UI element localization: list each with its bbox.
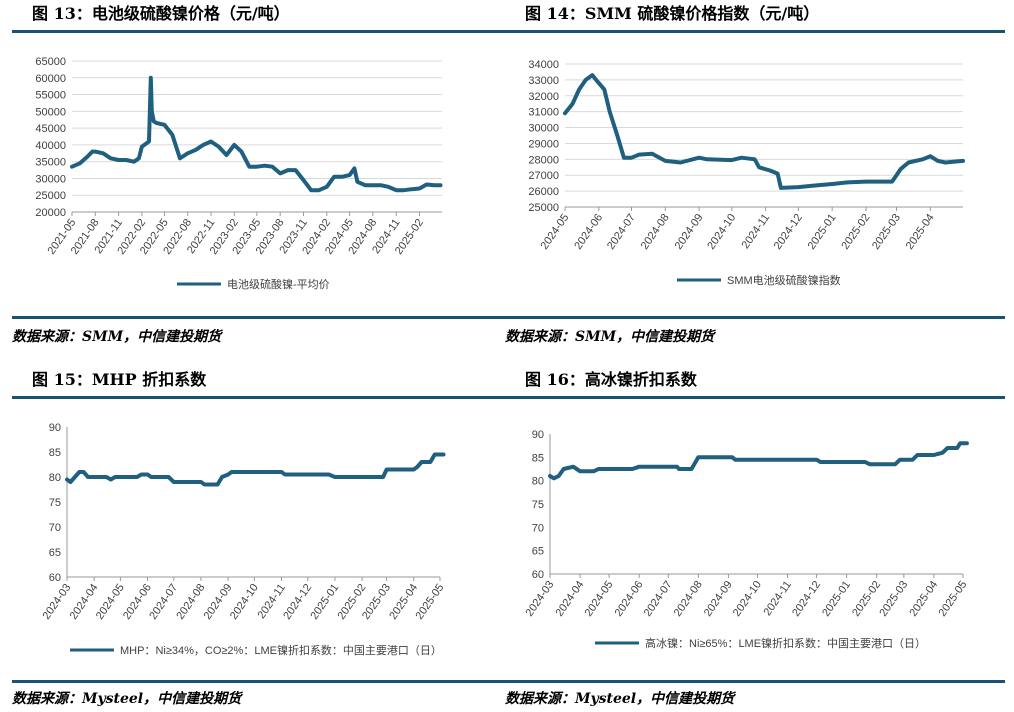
bottom-divider xyxy=(505,680,1005,683)
x-tick-label: 2024-07 xyxy=(605,212,638,252)
bottom-divider xyxy=(12,316,512,319)
chart-title: 图 15：MHP 折扣系数 xyxy=(32,370,207,389)
x-tick-label: 2024-04 xyxy=(554,579,587,619)
x-tick-label: 2024-06 xyxy=(613,579,646,619)
y-tick-label: 90 xyxy=(532,429,544,441)
y-tick-label: 30000 xyxy=(35,173,66,185)
x-tick-label: 2025-02 xyxy=(839,212,872,252)
x-tick-label: 2024-12 xyxy=(772,212,805,252)
x-tick-label: 2025-04 xyxy=(907,579,940,619)
y-tick-label: 80 xyxy=(532,476,544,488)
source-note: 数据来源：Mysteel，中信建投期货 xyxy=(12,691,242,707)
y-tick-label: 50000 xyxy=(35,106,66,118)
y-tick-label: 45000 xyxy=(35,123,66,135)
x-tick-label: 2025-04 xyxy=(904,212,937,252)
legend-label: 电池级硫酸镍-平均价 xyxy=(227,277,330,291)
y-tick-label: 90 xyxy=(49,422,61,434)
top-divider xyxy=(12,396,512,399)
y-tick-label: 20000 xyxy=(35,207,66,219)
bottom-divider xyxy=(505,316,1005,319)
chart-mhp-coefficient: 606570758085902024-032024-042024-052024-… xyxy=(40,422,446,657)
x-tick-label: 2024-06 xyxy=(572,212,605,252)
source-note: 数据来源：Mysteel，中信建投期货 xyxy=(505,691,735,707)
x-tick-label: 2025-01 xyxy=(806,212,839,252)
y-tick-label: 85 xyxy=(49,447,61,459)
series-line xyxy=(70,75,443,193)
x-tick-label: 2024-10 xyxy=(731,579,764,619)
y-tick-label: 33000 xyxy=(528,75,559,87)
x-tick-label: 2024-05 xyxy=(583,579,616,619)
y-tick-label: 65000 xyxy=(35,56,66,68)
y-tick-label: 70 xyxy=(532,522,544,534)
y-tick-label: 60 xyxy=(532,569,544,581)
x-tick-label: 2024-05 xyxy=(538,212,571,252)
x-tick-label: 2025-03 xyxy=(870,212,903,252)
y-tick-label: 32000 xyxy=(528,91,559,103)
y-tick-label: 65 xyxy=(532,546,544,558)
y-tick-label: 75 xyxy=(49,497,61,509)
y-tick-label: 40000 xyxy=(35,140,66,152)
source-note: 数据来源：SMM，中信建投期货 xyxy=(12,329,222,345)
y-tick-label: 80 xyxy=(49,472,61,484)
series-line xyxy=(548,441,969,481)
x-tick-label: 2024-12 xyxy=(790,579,823,619)
legend-label: SMM电池级硫酸镍指数 xyxy=(727,273,841,287)
chart-smm-index: 25000 26000 27000 28000 29000 30000 31000 32000… xyxy=(528,59,965,287)
y-tick-label: 70 xyxy=(49,522,61,534)
chart-title: 图 13：电池级硫酸镍价格（元/吨） xyxy=(32,4,290,23)
chart-title: 图 16：高冰镍折扣系数 xyxy=(525,370,697,389)
y-tick-label: 25000 xyxy=(35,190,66,202)
legend-label: MHP：Ni≥34%，CO≥2%：LME镍折扣系数：中国主要港口（日） xyxy=(120,643,442,657)
x-tick-label: 2024-09 xyxy=(702,579,735,619)
x-tick-label: 2025-05 xyxy=(936,579,969,619)
top-divider xyxy=(505,396,1005,399)
y-tick-label: 31000 xyxy=(528,107,559,119)
x-tick-label: 2025-03 xyxy=(877,579,910,619)
y-tick-label: 55000 xyxy=(35,90,66,102)
y-tick-label: 34000 xyxy=(528,59,559,71)
x-tick-label: 2024-03 xyxy=(523,579,556,619)
y-tick-label: 30000 xyxy=(528,123,559,135)
source-note: 数据来源：SMM，中信建投期货 xyxy=(505,329,715,345)
chart-high-matte-coefficient: 606570758085902024-032024-042024-052024-… xyxy=(523,429,969,650)
y-tick-label: 75 xyxy=(532,499,544,511)
top-divider xyxy=(12,30,512,33)
legend-label: 高冰镍：Ni≥65%：LME镍折扣系数：中国主要港口（日） xyxy=(645,636,926,650)
series-line xyxy=(65,452,446,487)
y-tick-label: 35000 xyxy=(35,157,66,169)
top-divider xyxy=(505,30,1005,33)
x-tick-label: 2024-08 xyxy=(639,212,672,252)
y-tick-label: 28000 xyxy=(528,154,559,166)
y-tick-label: 25000 xyxy=(528,202,559,214)
x-tick-label: 2024-08 xyxy=(672,579,705,619)
y-tick-label: 65 xyxy=(49,547,61,559)
x-tick-label: 2024-11 xyxy=(740,212,773,251)
chart-title: 图 14：SMM 硫酸镍价格指数（元/吨） xyxy=(525,4,820,23)
y-tick-label: 27000 xyxy=(528,170,559,182)
y-tick-label: 85 xyxy=(532,452,544,464)
series-line xyxy=(563,73,965,190)
y-tick-label: 60000 xyxy=(35,73,66,85)
chart-nickel-sulfate-price: 20000 25000 30000 35000 40000 45000 50000 55000… xyxy=(35,56,443,291)
bottom-divider xyxy=(12,680,512,683)
x-tick-label: 2025-01 xyxy=(820,579,853,619)
y-tick-label: 29000 xyxy=(528,138,559,150)
y-tick-label: 26000 xyxy=(528,186,559,198)
y-tick-label: 60 xyxy=(49,572,61,584)
x-tick-label: 2024-09 xyxy=(673,212,706,252)
x-tick-label: 2024-10 xyxy=(705,212,738,252)
x-tick-label: 2024-07 xyxy=(642,579,675,619)
